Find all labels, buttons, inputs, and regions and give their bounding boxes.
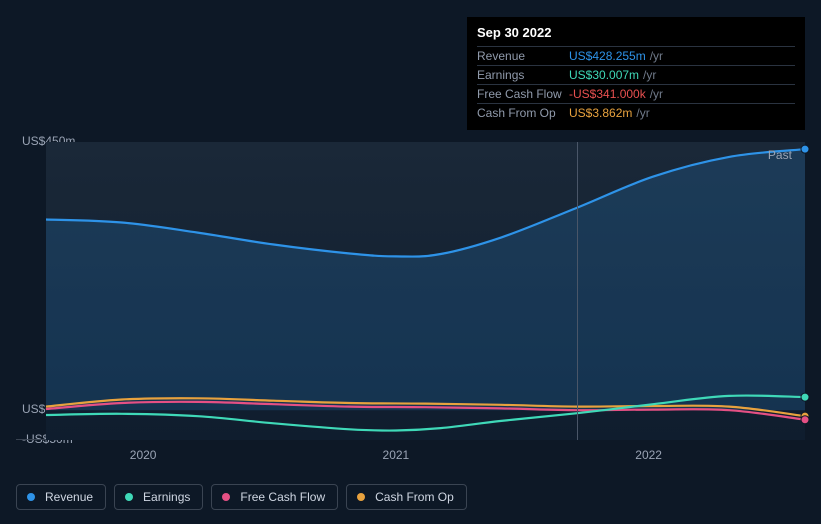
x-axis-label: 2021 <box>383 448 410 462</box>
tooltip-row-unit: /yr <box>636 106 649 120</box>
chart-container: US$450mUS$0-US$50m Past 202020212022 <box>16 120 821 460</box>
tooltip-row-label: Cash From Op <box>477 106 569 120</box>
plot-area: Past <box>16 142 805 440</box>
legend-item-revenue[interactable]: Revenue <box>16 484 106 510</box>
legend-label: Free Cash Flow <box>240 490 325 504</box>
legend-dot-icon <box>125 493 133 501</box>
tooltip-row-label: Free Cash Flow <box>477 87 569 101</box>
plot-inner[interactable]: Past <box>46 142 805 440</box>
tooltip-row-label: Revenue <box>477 49 569 63</box>
legend-dot-icon <box>357 493 365 501</box>
legend-label: Revenue <box>45 490 93 504</box>
tooltip-panel: Sep 30 2022 RevenueUS$428.255m/yrEarning… <box>467 17 805 130</box>
series-area-revenue <box>46 149 805 410</box>
legend-item-cash_from_op[interactable]: Cash From Op <box>346 484 467 510</box>
legend-item-earnings[interactable]: Earnings <box>114 484 203 510</box>
tooltip-row: Free Cash Flow-US$341.000k/yr <box>477 84 795 103</box>
legend-label: Cash From Op <box>375 490 454 504</box>
x-axis-label: 2022 <box>635 448 662 462</box>
tooltip-row-value: -US$341.000k <box>569 87 646 101</box>
tooltip-date: Sep 30 2022 <box>477 23 795 46</box>
tooltip-row-value: US$30.007m <box>569 68 639 82</box>
legend-label: Earnings <box>143 490 190 504</box>
tooltip-row-value: US$428.255m <box>569 49 646 63</box>
past-label: Past <box>768 148 792 162</box>
legend-item-free_cash_flow[interactable]: Free Cash Flow <box>211 484 338 510</box>
series-end-dot-free_cash_flow <box>801 416 809 424</box>
tooltip-row-unit: /yr <box>650 49 663 63</box>
tooltip-row-unit: /yr <box>650 87 663 101</box>
legend: Revenue Earnings Free Cash Flow Cash From O… <box>16 484 467 510</box>
tooltip-row: Cash From OpUS$3.862m/yr <box>477 103 795 122</box>
legend-dot-icon <box>27 493 35 501</box>
legend-dot-icon <box>222 493 230 501</box>
tooltip-row-value: US$3.862m <box>569 106 632 120</box>
tooltip-row-unit: /yr <box>643 68 656 82</box>
series-end-dot-earnings <box>801 393 809 401</box>
tooltip-row: RevenueUS$428.255m/yr <box>477 46 795 65</box>
tooltip-row: EarningsUS$30.007m/yr <box>477 65 795 84</box>
hover-indicator-line <box>577 142 578 440</box>
tooltip-row-label: Earnings <box>477 68 569 82</box>
series-end-dot-revenue <box>801 145 809 153</box>
x-axis-label: 2020 <box>130 448 157 462</box>
chart-svg <box>46 142 805 440</box>
